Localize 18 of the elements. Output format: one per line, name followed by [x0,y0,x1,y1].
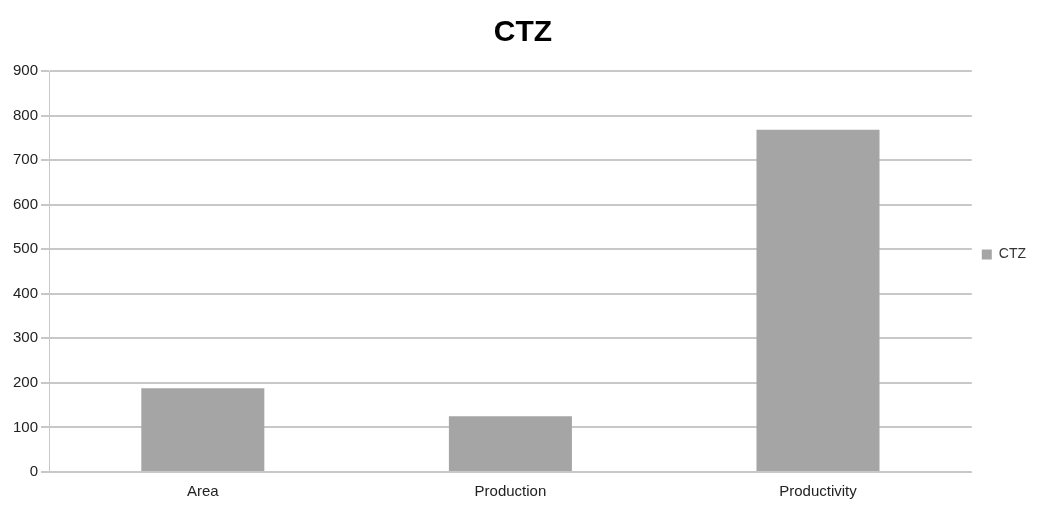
y-tick-label: 200 [13,373,39,391]
chart-title: CTZ [493,14,553,48]
x-tick-label: Area [186,482,220,500]
y-tick-label: 400 [13,283,39,301]
bar [756,129,880,471]
y-tick-label: 800 [13,105,39,123]
x-tick-label: Production [474,482,547,500]
y-tick-label: 0 [29,462,39,480]
x-tick-label: Productivity [779,482,858,500]
y-tick-label: 900 [13,61,39,79]
y-tick-label: 600 [13,194,39,212]
y-tick-label: 500 [13,239,39,257]
y-tick-label: 300 [13,328,39,346]
y-tick-label: 700 [13,150,39,168]
bar [141,388,265,471]
legend-label: CTZ [998,245,1027,262]
bar [448,416,572,471]
y-tick-label: 100 [13,417,39,435]
